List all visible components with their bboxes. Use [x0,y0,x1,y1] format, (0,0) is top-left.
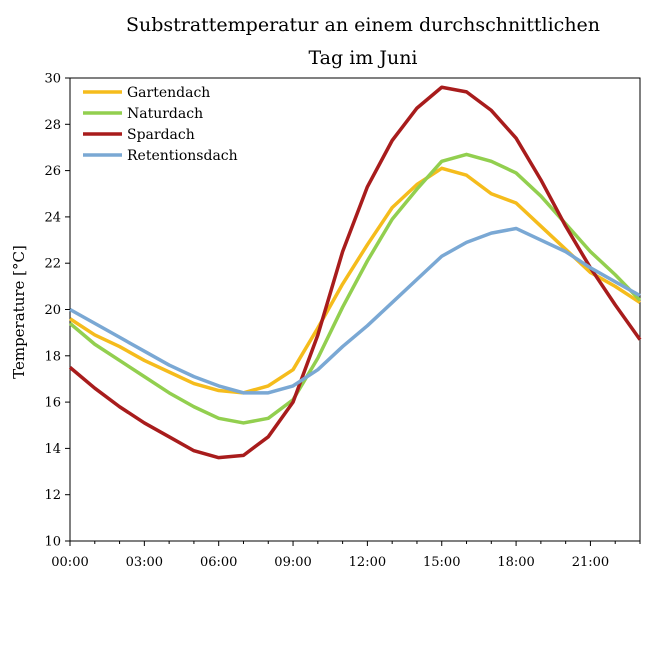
y-tick-label: 22 [44,257,61,272]
y-tick-label: 28 [44,118,61,133]
plot-area: 10 12 14 16 18 20 22 24 26 28 30 00:00 03:00 06:00 09:… [44,72,642,570]
series-line-retentionsdach [69,226,641,395]
x-tick-label: 06:00 [200,555,237,570]
x-tick-label: 00:00 [51,555,88,570]
y-tick-label: 14 [44,442,61,457]
x-tick-label: 12:00 [349,555,386,570]
y-tick-label: 24 [44,210,61,225]
x-tick-label: 18:00 [497,555,534,570]
series-line-spardach [68,85,642,460]
y-tick-label: 26 [44,164,61,179]
legend-entry: Retentionsdach [127,148,238,164]
y-tick-label: 20 [44,303,61,318]
y-tick-label: 10 [44,535,61,550]
chart-title-line-1: Substrattemperatur an einem durchschnitt… [126,14,600,36]
chart-title-line-2: Tag im Juni [308,47,417,69]
legend-entry: Spardach [127,127,195,143]
y-axis-label: Temperature [°C] [10,245,28,379]
legend-entry: Naturdach [127,106,203,122]
legend-entry: Gartendach [127,85,210,101]
y-tick-label: 12 [44,488,61,503]
x-tick-label: 03:00 [126,555,163,570]
y-tick-label: 18 [44,349,61,364]
x-tick-label: 09:00 [274,555,311,570]
x-tick-label: 21:00 [572,555,609,570]
y-tick-label: 30 [44,72,61,87]
y-tick-label: 16 [44,396,61,411]
x-tick-label: 15:00 [423,555,460,570]
series-line-gartendach [69,166,641,395]
series-line-naturdach [68,152,642,425]
